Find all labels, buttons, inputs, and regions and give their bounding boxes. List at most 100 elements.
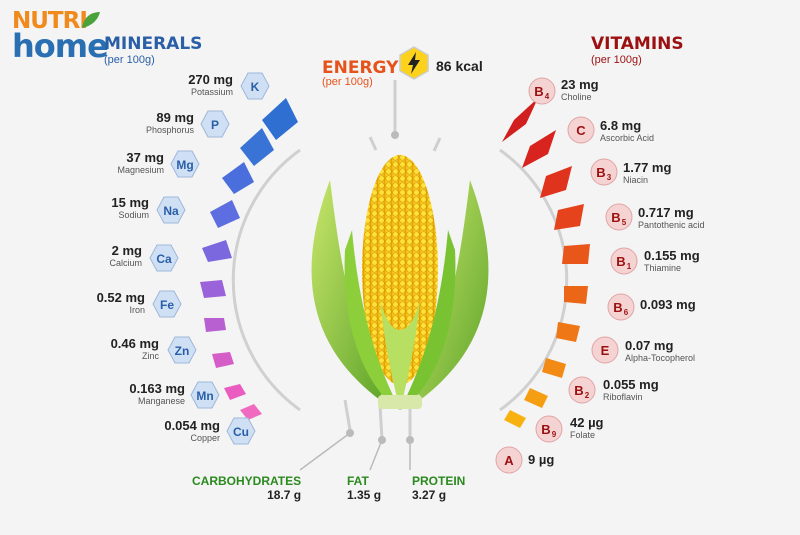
vitamin-letter: B <box>613 300 622 315</box>
vitamin-name: Ascorbic Acid <box>600 133 655 143</box>
ticks <box>343 80 442 441</box>
mineral-name: Calcium <box>109 258 142 268</box>
mineral-badge-zn: Zn <box>167 336 197 364</box>
mineral-row-k: 270 mg Potassium <box>103 72 233 98</box>
mineral-symbol: P <box>211 118 219 132</box>
vitamin-subscript: 6 <box>624 308 629 317</box>
mineral-symbol: K <box>251 80 260 94</box>
macro-value: 1.35 g <box>347 488 382 502</box>
mineral-name: Iron <box>129 305 145 315</box>
mineral-row-fe: 0.52 mg Iron <box>15 290 145 316</box>
mineral-name: Sodium <box>118 210 149 220</box>
mineral-row-zn: 0.46 mg Zinc <box>29 336 159 362</box>
vitamin-badge-c: C <box>567 116 595 144</box>
energy-value: 86 kcal <box>436 58 483 74</box>
vitamin-name: Riboflavin <box>603 392 643 402</box>
inner-arc-right <box>499 148 569 412</box>
macro-value: 18.7 g <box>267 488 302 502</box>
mineral-row-p: 89 mg Phosphorus <box>64 110 194 136</box>
vitamins-title: VITAMINS <box>591 34 684 54</box>
lightning-icon <box>399 46 429 80</box>
corn-illustration <box>311 155 489 410</box>
mineral-badge-k: K <box>240 72 270 100</box>
vitamin-letter: B <box>616 254 625 269</box>
mineral-symbol: Fe <box>160 298 174 312</box>
mineral-badge-cu: Cu <box>226 417 256 445</box>
vitamins-subtitle: (per 100g) <box>591 54 642 66</box>
mineral-value: 0.054 mg <box>164 418 220 433</box>
vitamin-row-b2: 0.055 mg Riboflavin <box>603 377 743 403</box>
mineral-symbol: Mg <box>176 158 193 172</box>
macro-value: 3.27 g <box>412 488 447 502</box>
vitamin-value: 9 µg <box>528 452 555 467</box>
logo-home: home <box>12 27 109 65</box>
vitamin-subscript: 2 <box>585 391 590 400</box>
mineral-symbol: Cu <box>233 425 249 439</box>
vitamin-row-b9: 42 µg Folate <box>570 415 710 441</box>
mineral-badge-fe: Fe <box>152 290 182 318</box>
mineral-name: Phosphorus <box>145 125 194 135</box>
minerals-title: MINERALS <box>104 34 203 54</box>
macro-label: FAT <box>347 474 369 488</box>
mineral-bars <box>200 98 298 420</box>
mineral-badge-mg: Mg <box>170 150 200 178</box>
vitamin-name: Pantothenic acid <box>638 220 705 230</box>
vitamin-row-b5: 0.717 mg Pantothenic acid <box>638 205 778 231</box>
vitamin-name: Choline <box>561 92 592 102</box>
mineral-name: Zinc <box>141 351 159 361</box>
vitamin-row-b6: 0.093 mg <box>640 297 780 312</box>
energy-subtitle: (per 100g) <box>322 76 373 88</box>
vitamin-value: 1.77 mg <box>623 160 672 175</box>
mineral-value: 0.46 mg <box>110 336 159 351</box>
vitamin-name: Niacin <box>623 175 649 185</box>
mineral-name: Copper <box>190 433 220 443</box>
mineral-value: 15 mg <box>111 195 149 210</box>
mineral-name: Potassium <box>190 87 233 97</box>
vitamin-value: 23 mg <box>561 77 599 92</box>
vitamin-row-e: 0.07 mg Alpha-Tocopherol <box>625 338 765 364</box>
mineral-value: 0.52 mg <box>96 290 145 305</box>
mineral-value: 37 mg <box>126 150 164 165</box>
mineral-badge-p: P <box>200 110 230 138</box>
mineral-name: Manganese <box>137 396 185 406</box>
vitamin-name: Alpha-Tocopherol <box>625 353 696 363</box>
vitamin-subscript: 4 <box>545 92 550 101</box>
mineral-badge-mn: Mn <box>190 381 220 409</box>
vitamin-row-b1: 0.155 mg Thiamine <box>644 248 784 274</box>
vitamin-letter: B <box>534 84 543 99</box>
mineral-badge-na: Na <box>156 196 186 224</box>
macro-label: PROTEIN <box>412 474 466 488</box>
vitamin-subscript: 3 <box>607 173 612 182</box>
vitamin-value: 0.093 mg <box>640 297 696 312</box>
mineral-row-na: 15 mg Sodium <box>19 195 149 221</box>
vitamin-subscript: 5 <box>622 218 627 227</box>
energy-title: ENERGY <box>322 58 399 78</box>
vitamin-subscript: 9 <box>552 430 557 439</box>
vitamin-letter: B <box>596 165 605 180</box>
vitamin-value: 0.155 mg <box>644 248 700 263</box>
vitamin-row-b3: 1.77 mg Niacin <box>623 160 763 186</box>
vitamin-value: 6.8 mg <box>600 118 642 133</box>
vitamin-bars <box>502 98 590 428</box>
mineral-value: 270 mg <box>188 72 233 87</box>
vitamin-letter: B <box>541 422 550 437</box>
vitamin-value: 0.717 mg <box>638 205 694 220</box>
macro-fat: FAT 1.35 g <box>347 474 381 502</box>
leaf-icon <box>82 12 100 28</box>
mineral-row-cu: 0.054 mg Copper <box>90 418 220 444</box>
macro-label: CARBOHYDRATES <box>192 474 302 488</box>
vitamin-badge-a: A <box>495 446 523 474</box>
mineral-symbol: Na <box>163 204 179 218</box>
vitamin-row-a: 9 µg <box>528 452 668 467</box>
logo-nutri: NUTRI <box>12 8 88 34</box>
mineral-row-mg: 37 mg Magnesium <box>34 150 164 176</box>
inner-arc <box>231 148 301 412</box>
vitamin-value: 0.055 mg <box>603 377 659 392</box>
vitamin-name: Folate <box>570 430 596 440</box>
